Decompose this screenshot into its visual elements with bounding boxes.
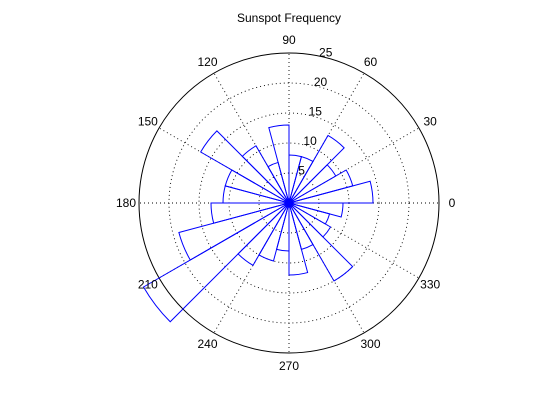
angular-tick-label-0: 0 (449, 196, 456, 210)
radial-tick-label-15: 15 (309, 104, 323, 118)
angular-tick-label-120: 120 (197, 55, 217, 69)
radial-tick-label-25: 25 (319, 45, 333, 59)
radial-grid-circle-15 (198, 112, 380, 294)
rose-petal-bin-14 (142, 202, 290, 323)
rose-petal-bin-8 (241, 145, 290, 204)
radial-tick-label-20: 20 (314, 75, 328, 89)
rose-petal-bin-11 (222, 185, 290, 204)
angular-tick-label-240: 240 (197, 337, 217, 351)
rose-petals (142, 124, 374, 323)
angular-tick-label-210: 210 (138, 278, 158, 292)
rose-petal-bin-5 (288, 154, 303, 204)
rose-petal-bin-18 (288, 202, 309, 276)
rose-petal-bin-21 (288, 202, 332, 238)
angular-tick-label-300: 300 (360, 337, 380, 351)
rose-petal-bin-0 (288, 180, 374, 204)
angular-tick-label-150: 150 (138, 115, 158, 129)
chart-title: Sunspot Frequency (237, 11, 341, 25)
angular-tick-label-330: 330 (420, 278, 440, 292)
angular-tick-label-180: 180 (116, 196, 136, 210)
rose-petal-bin-3 (288, 134, 345, 204)
rose-petal-bin-20 (288, 202, 354, 282)
angular-tick-label-270: 270 (279, 359, 299, 373)
radial-tick-label-5: 5 (298, 163, 305, 177)
radial-tick-label-10: 10 (303, 134, 317, 148)
outer-circle (138, 52, 440, 354)
rose-petal-bin-2 (288, 164, 337, 204)
axis-labels: 0 30 60 90 120 150 180 210 240 270 300 330 5 10 15 20 25 (116, 33, 456, 373)
rose-petal-bin-23 (288, 202, 344, 218)
center-hub (285, 199, 293, 207)
rose-petal-bin-1 (288, 169, 354, 204)
angular-tick-label-30: 30 (423, 115, 437, 129)
rose-petal-bin-16 (258, 202, 290, 262)
rose-petal-bin-15 (237, 202, 290, 267)
angular-tick-label-60: 60 (364, 55, 378, 69)
rose-petal-bin-6 (268, 124, 290, 204)
angular-tick-label-90: 90 (282, 33, 296, 47)
rose-petal-bin-9 (199, 130, 290, 204)
rose-petal-bin-17 (275, 202, 290, 252)
